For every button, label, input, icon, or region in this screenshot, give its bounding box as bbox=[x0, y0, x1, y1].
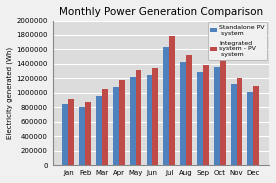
Bar bbox=[231, 84, 237, 165]
Y-axis label: Electricity generated (Wh): Electricity generated (Wh) bbox=[7, 47, 14, 139]
Bar bbox=[152, 68, 158, 165]
Bar bbox=[68, 99, 74, 165]
Bar bbox=[248, 92, 253, 165]
Bar bbox=[119, 80, 125, 165]
Bar bbox=[163, 47, 169, 165]
Bar bbox=[203, 65, 209, 165]
Bar bbox=[180, 62, 186, 165]
Bar bbox=[96, 96, 102, 165]
Bar bbox=[253, 86, 259, 165]
Legend: Standalone PV
 system, Integrated
system - PV
 system: Standalone PV system, Integrated system … bbox=[208, 22, 267, 60]
Bar bbox=[220, 60, 225, 165]
Bar bbox=[237, 78, 242, 165]
Title: Monthly Power Generation Comparison: Monthly Power Generation Comparison bbox=[59, 7, 263, 17]
Bar bbox=[79, 107, 85, 165]
Bar bbox=[214, 67, 220, 165]
Bar bbox=[197, 72, 203, 165]
Bar bbox=[136, 70, 142, 165]
Bar bbox=[130, 77, 136, 165]
Bar bbox=[186, 55, 192, 165]
Bar bbox=[85, 102, 91, 165]
Bar bbox=[113, 87, 119, 165]
Bar bbox=[62, 104, 68, 165]
Bar bbox=[169, 36, 175, 165]
Bar bbox=[102, 89, 108, 165]
Bar bbox=[147, 75, 152, 165]
